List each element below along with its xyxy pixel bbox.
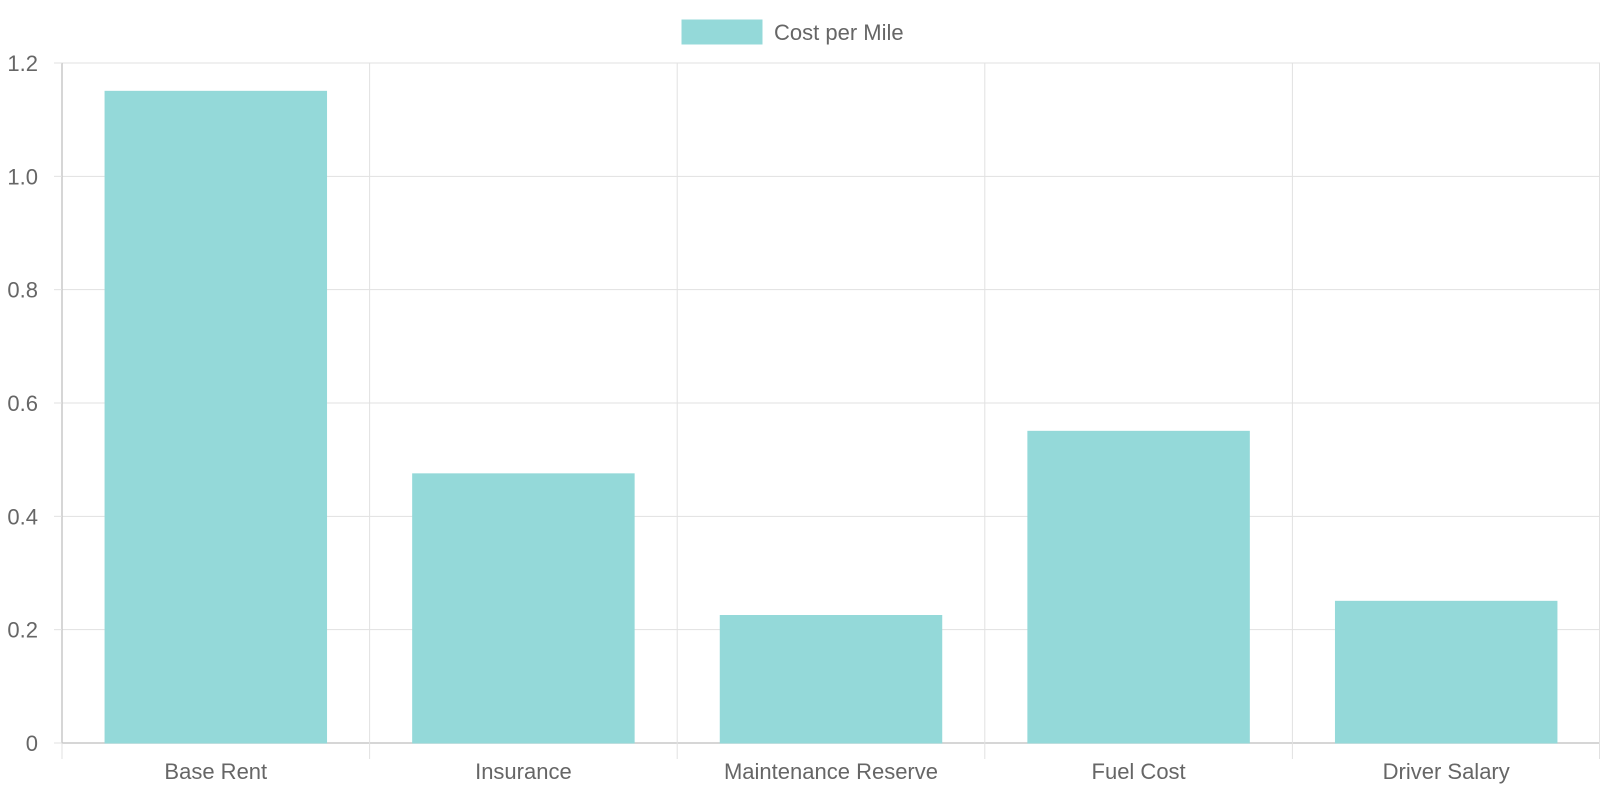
bar[interactable] (1027, 430, 1250, 744)
legend-label: Cost per Mile (774, 20, 904, 45)
y-tick-label: 0.8 (7, 278, 38, 303)
legend[interactable]: Cost per Mile (681, 19, 904, 45)
x-tick-label: Maintenance Reserve (724, 759, 938, 784)
y-tick-label: 1.2 (7, 51, 38, 76)
x-tick-label: Insurance (475, 759, 572, 784)
x-tick-label: Fuel Cost (1092, 759, 1186, 784)
y-tick-label: 1.0 (7, 164, 38, 189)
bar[interactable] (412, 473, 635, 744)
y-tick-label: 0.2 (7, 618, 38, 643)
y-tick-label: 0.6 (7, 391, 38, 416)
y-tick-label: 0.4 (7, 504, 38, 529)
y-tick-label: 0 (26, 731, 38, 756)
x-tick-label: Driver Salary (1383, 759, 1510, 784)
bar[interactable] (1334, 600, 1558, 744)
x-tick-label: Base Rent (164, 759, 267, 784)
legend-swatch (681, 19, 763, 45)
bars-layer (104, 90, 1558, 744)
bar[interactable] (719, 615, 943, 744)
bar[interactable] (104, 90, 328, 744)
axis-layer: 0 0.2 0.4 0.6 0.8 1.0 1.2 Base Rent Insurance Mai… (7, 51, 1600, 784)
